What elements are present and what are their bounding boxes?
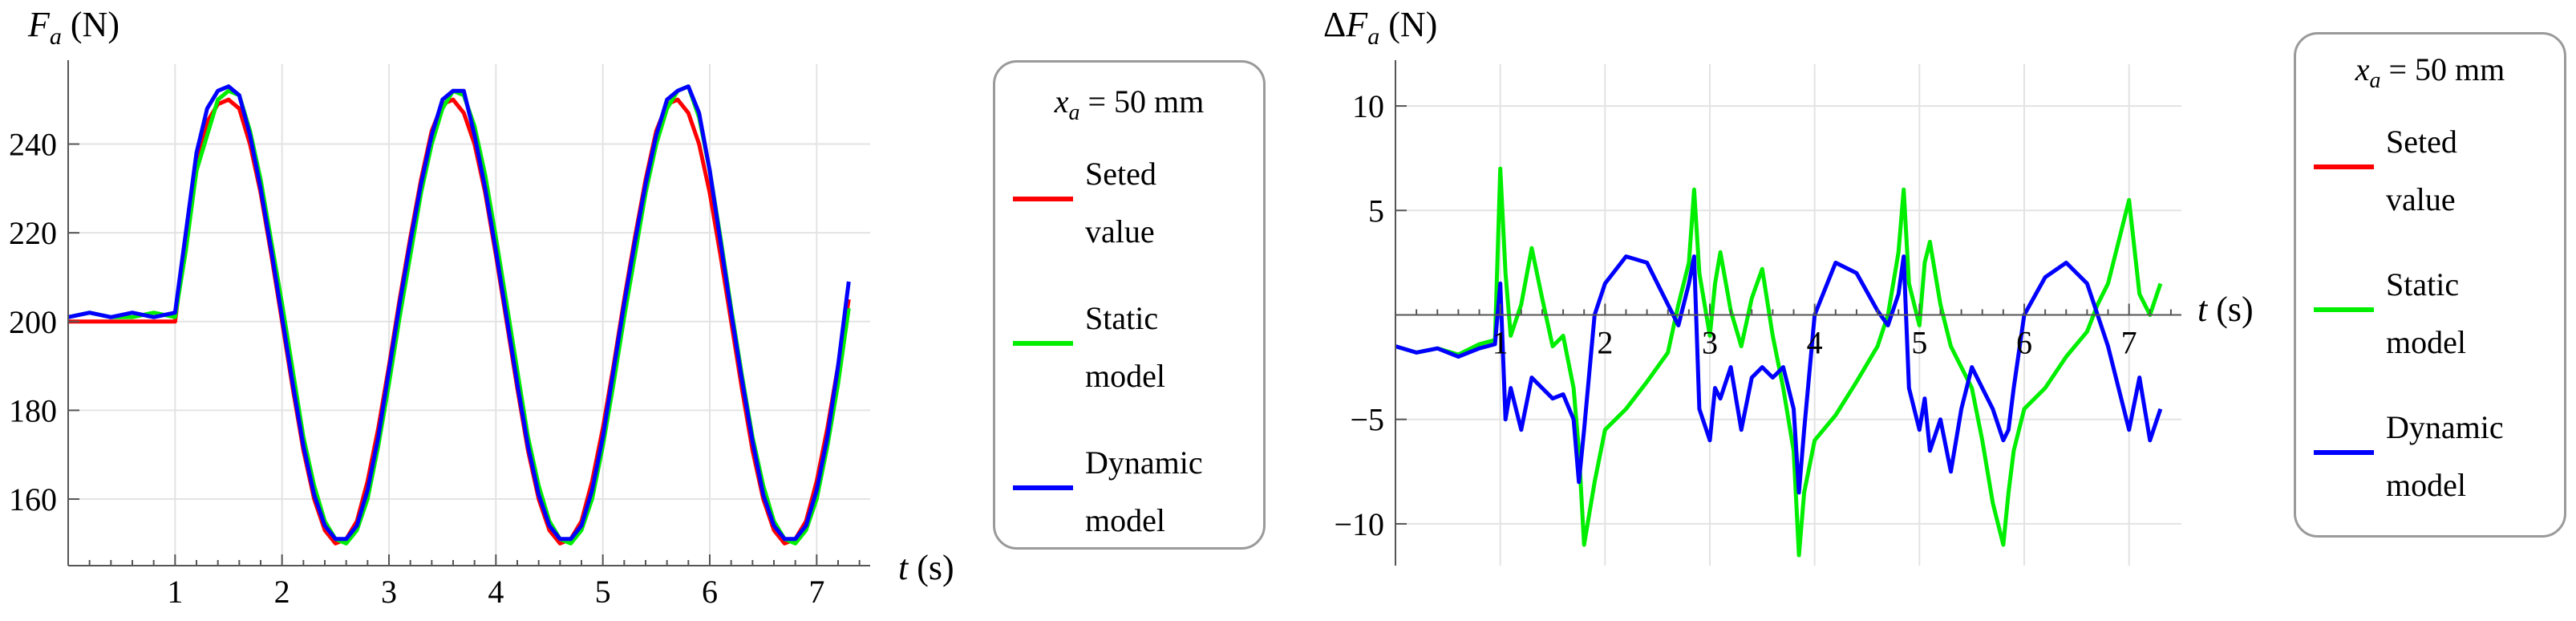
legend-label-line1: Seted bbox=[1085, 156, 1156, 192]
series-line-dynamic-model bbox=[67, 84, 851, 542]
legend-label: Static model bbox=[2386, 256, 2522, 371]
y-tick-label: 160 bbox=[9, 481, 57, 518]
x-tick-label: 1 bbox=[167, 574, 183, 610]
legend-label-line2: value bbox=[1085, 213, 1155, 250]
legend-label-line1: Seted bbox=[2386, 124, 2457, 160]
legend-item-seted-value: Seted value bbox=[2296, 107, 2564, 227]
right-chart-plot: 1 2 3 4 5 6 7 −10 −5 5 10 ΔFa (N) t (s) bbox=[1323, 5, 2254, 566]
x-tick-label: 3 bbox=[381, 574, 397, 610]
legend-label: Static model bbox=[1085, 290, 1221, 405]
legend-label-line1: Dynamic bbox=[1085, 444, 1203, 481]
legend-swatch-blue bbox=[1013, 485, 1073, 490]
legend-title-rest: = 50 mm bbox=[1088, 83, 1205, 120]
legend-label-line2: model bbox=[1085, 358, 1165, 394]
legend-title-rest: = 50 mm bbox=[2388, 51, 2505, 87]
y-tick-label: −5 bbox=[1350, 402, 1384, 438]
y-tick-label: 180 bbox=[9, 392, 57, 428]
y-axis-label: Fa (N) bbox=[27, 5, 119, 50]
legend-swatch-green bbox=[2314, 307, 2374, 312]
left-legend: xa = 50 mm Seted value Static model Dyna… bbox=[993, 60, 1266, 550]
legend-title-sub: a bbox=[2369, 68, 2381, 93]
legend-item-dynamic-model: Dynamic model bbox=[2296, 392, 2564, 513]
y-tick-label: 200 bbox=[9, 304, 57, 340]
y-tick-label: 5 bbox=[1368, 193, 1384, 229]
x-tick-label: 4 bbox=[488, 574, 504, 610]
legend-title-var: x bbox=[1054, 83, 1069, 120]
legend-swatch-red bbox=[1013, 197, 1073, 201]
legend-item-static-model: Static model bbox=[2296, 250, 2564, 370]
x-tick-label: 7 bbox=[808, 574, 824, 610]
legend-swatch-red bbox=[2314, 164, 2374, 169]
x-tick-label: 3 bbox=[1702, 325, 1718, 361]
legend-label: Seted value bbox=[2386, 113, 2522, 229]
x-tick-label: 2 bbox=[1597, 325, 1613, 361]
y-tick-label: −10 bbox=[1334, 506, 1384, 542]
y-tick-label: 220 bbox=[9, 215, 57, 251]
legend-item-seted-value: Seted value bbox=[995, 139, 1263, 259]
right-legend: xa = 50 mm Seted value Static model Dyna… bbox=[2294, 32, 2566, 538]
x-tick-label: 5 bbox=[1911, 325, 1927, 361]
legend-title-sub: a bbox=[1068, 100, 1080, 125]
legend-label-line2: value bbox=[2386, 181, 2456, 217]
legend-swatch-green bbox=[1013, 341, 1073, 346]
left-chart-plot: 1 2 3 4 5 6 7 160 180 200 220 240 Fa (N) t (s) bbox=[9, 5, 954, 610]
legend-title: xa = 50 mm bbox=[995, 83, 1263, 126]
y-tick-label: 240 bbox=[9, 127, 57, 163]
legend-label-line1: Static bbox=[1085, 300, 1159, 336]
x-tick-label: 7 bbox=[2121, 325, 2137, 361]
x-tick-label: 1 bbox=[1493, 325, 1509, 361]
legend-label: Dynamic model bbox=[2386, 399, 2522, 514]
legend-title: xa = 50 mm bbox=[2296, 51, 2564, 94]
legend-swatch-blue bbox=[2314, 450, 2374, 455]
x-tick-label: 4 bbox=[1807, 325, 1823, 361]
x-tick-label: 2 bbox=[274, 574, 290, 610]
series-line-static-model bbox=[1395, 166, 2163, 558]
x-axis-label: t (s) bbox=[2197, 290, 2254, 329]
legend-label-line1: Static bbox=[2386, 266, 2460, 302]
legend-label: Dynamic model bbox=[1085, 434, 1221, 550]
legend-label-line2: model bbox=[1085, 502, 1165, 538]
legend-item-static-model: Static model bbox=[995, 283, 1263, 404]
legend-label-line1: Dynamic bbox=[2386, 409, 2504, 445]
legend-label-line2: model bbox=[2386, 467, 2466, 503]
series-line-dynamic-model bbox=[1395, 254, 2163, 495]
legend-label-line2: model bbox=[2386, 324, 2466, 360]
legend-label: Seted value bbox=[1085, 145, 1221, 261]
legend-title-var: x bbox=[2355, 51, 2370, 87]
legend-item-dynamic-model: Dynamic model bbox=[995, 428, 1263, 548]
x-axis-label: t (s) bbox=[898, 548, 954, 587]
y-axis-label: ΔFa (N) bbox=[1323, 5, 1437, 50]
x-tick-label: 6 bbox=[2016, 325, 2032, 361]
x-tick-label: 5 bbox=[595, 574, 611, 610]
y-tick-label: 10 bbox=[1352, 88, 1384, 124]
x-tick-label: 6 bbox=[702, 574, 718, 610]
